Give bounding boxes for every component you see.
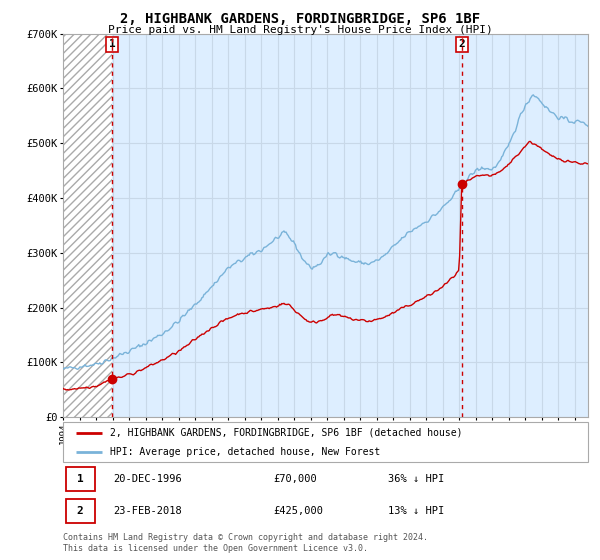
Text: 2: 2	[77, 506, 83, 516]
Text: 2, HIGHBANK GARDENS, FORDINGBRIDGE, SP6 1BF (detached house): 2, HIGHBANK GARDENS, FORDINGBRIDGE, SP6 …	[110, 428, 463, 438]
Text: Contains HM Land Registry data © Crown copyright and database right 2024.
This d: Contains HM Land Registry data © Crown c…	[63, 533, 428, 553]
Text: Price paid vs. HM Land Registry's House Price Index (HPI): Price paid vs. HM Land Registry's House …	[107, 25, 493, 35]
Text: 13% ↓ HPI: 13% ↓ HPI	[389, 506, 445, 516]
FancyBboxPatch shape	[65, 466, 95, 491]
Text: 1: 1	[77, 474, 83, 484]
Bar	[63, 34, 112, 417]
Text: 20-DEC-1996: 20-DEC-1996	[113, 474, 182, 484]
Text: HPI: Average price, detached house, New Forest: HPI: Average price, detached house, New …	[110, 447, 380, 457]
FancyBboxPatch shape	[63, 422, 588, 462]
Text: 36% ↓ HPI: 36% ↓ HPI	[389, 474, 445, 484]
Text: £425,000: £425,000	[273, 506, 323, 516]
Text: 2, HIGHBANK GARDENS, FORDINGBRIDGE, SP6 1BF: 2, HIGHBANK GARDENS, FORDINGBRIDGE, SP6 …	[120, 12, 480, 26]
FancyBboxPatch shape	[65, 499, 95, 524]
Text: 1: 1	[109, 39, 115, 49]
Text: 2: 2	[458, 39, 465, 49]
Text: 23-FEB-2018: 23-FEB-2018	[113, 506, 182, 516]
Text: £70,000: £70,000	[273, 474, 317, 484]
